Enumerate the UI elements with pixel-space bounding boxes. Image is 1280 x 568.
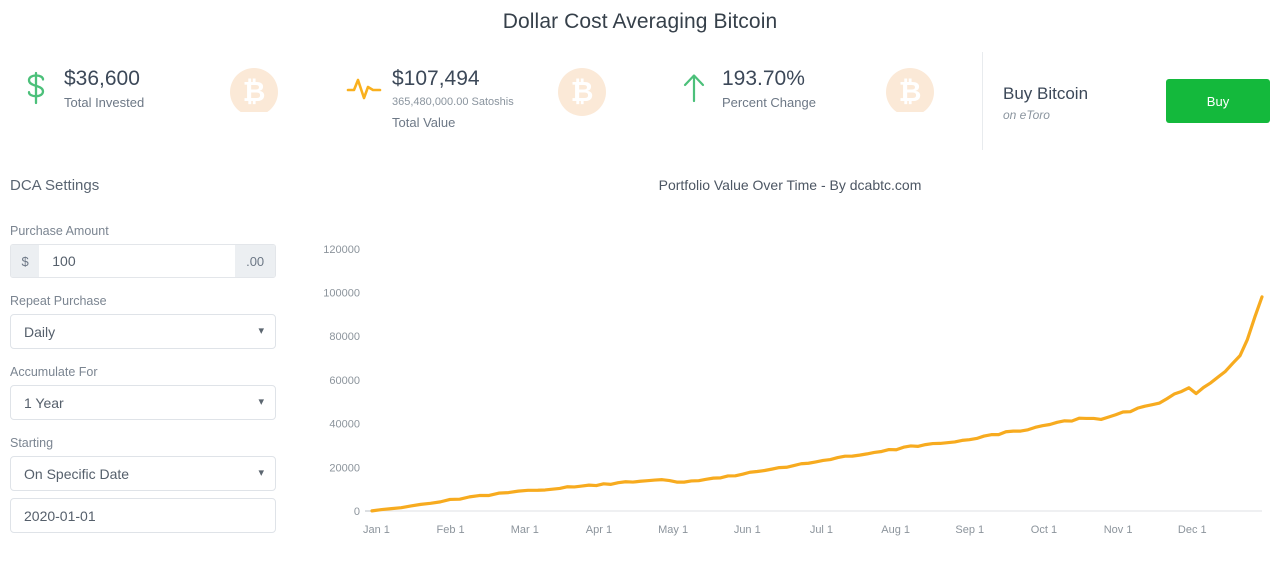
stat-card-total-invested: $36,600 Total Invested ₿ bbox=[0, 52, 330, 112]
starting-select[interactable]: On Specific Date bbox=[10, 456, 276, 491]
x-axis-tick-label: May 1 bbox=[658, 524, 688, 536]
bitcoin-watermark-icon: ₿ bbox=[886, 68, 934, 112]
bitcoin-watermark-icon: ₿ bbox=[558, 68, 606, 116]
stats-strip: $36,600 Total Invested ₿ $107,494 365,48… bbox=[0, 52, 1280, 157]
field-starting: Starting On Specific Date ▾ bbox=[10, 436, 310, 533]
portfolio-line-chart: 0 20000 40000 60000 80000 100000 120000 Jan 1 Fe… bbox=[323, 244, 1264, 536]
x-axis-tick-label: Dec 1 bbox=[1178, 524, 1207, 536]
x-axis-tick-label: Jun 1 bbox=[734, 524, 761, 536]
x-axis-tick-label: Jul 1 bbox=[810, 524, 833, 536]
y-axis-tick-label: 20000 bbox=[329, 462, 360, 474]
dollar-sign-icon bbox=[14, 66, 58, 110]
purchase-amount-group: $ .00 bbox=[10, 244, 276, 278]
stat-value: $36,600 bbox=[64, 67, 140, 90]
repeat-purchase-label: Repeat Purchase bbox=[10, 294, 107, 308]
bitcoin-watermark-icon: ₿ bbox=[230, 68, 278, 112]
repeat-purchase-select[interactable]: Daily bbox=[10, 314, 276, 349]
buy-button[interactable]: Buy bbox=[1166, 79, 1270, 123]
currency-prefix-addon: $ bbox=[11, 245, 40, 277]
y-axis-tick-label: 40000 bbox=[329, 419, 360, 431]
cents-suffix-addon: .00 bbox=[235, 245, 275, 277]
stat-label: Percent Change bbox=[722, 95, 816, 110]
field-accumulate-for: Accumulate For 1 Year ▾ bbox=[10, 365, 310, 420]
y-axis-tick-label: 120000 bbox=[323, 244, 360, 256]
stat-card-total-value: $107,494 365,480,000.00 Satoshis Total V… bbox=[330, 52, 660, 132]
x-axis-tick-label: Apr 1 bbox=[586, 524, 612, 536]
sidebar-title: DCA Settings bbox=[10, 177, 100, 194]
purchase-amount-input[interactable] bbox=[39, 245, 236, 277]
starting-select-wrap: On Specific Date ▾ bbox=[10, 456, 276, 491]
stat-value: $107,494 bbox=[392, 67, 480, 90]
stat-sub-satoshis: 365,480,000.00 Satoshis bbox=[392, 96, 514, 108]
buy-panel-subheading: on eToro bbox=[1003, 107, 1050, 122]
stat-card-percent-change: 193.70% Percent Change ₿ bbox=[660, 52, 982, 112]
starting-label: Starting bbox=[10, 436, 54, 450]
x-axis-tick-label: Feb 1 bbox=[437, 524, 465, 536]
stat-label: Total Invested bbox=[64, 95, 145, 110]
y-axis-tick-label: 80000 bbox=[329, 331, 360, 343]
field-purchase-amount: Purchase Amount $ .00 bbox=[10, 224, 310, 278]
stat-body: 193.70% Percent Change bbox=[722, 64, 816, 112]
stat-body: $36,600 Total Invested bbox=[64, 64, 144, 112]
accumulate-for-select[interactable]: 1 Year bbox=[10, 385, 276, 420]
repeat-purchase-select-wrap: Daily ▾ bbox=[10, 314, 276, 349]
buy-panel-heading: Buy Bitcoin bbox=[1003, 83, 1089, 103]
accumulate-for-label: Accumulate For bbox=[10, 365, 98, 379]
stat-value: 193.70% bbox=[722, 67, 805, 90]
buy-bitcoin-panel: Buy Bitcoin on eToro Buy bbox=[982, 52, 1280, 150]
stat-body: $107,494 365,480,000.00 Satoshis Total V… bbox=[392, 64, 514, 132]
stat-label: Total Value bbox=[392, 115, 456, 130]
y-axis-tick-label: 0 bbox=[354, 506, 360, 518]
activity-pulse-icon bbox=[342, 66, 386, 110]
portfolio-chart-area: Portfolio Value Over Time - By dcabtc.co… bbox=[310, 177, 1280, 549]
x-axis-tick-label: Aug 1 bbox=[881, 524, 910, 536]
y-axis-tick-label: 100000 bbox=[323, 288, 360, 300]
x-axis-tick-label: Sep 1 bbox=[955, 524, 984, 536]
field-repeat-purchase: Repeat Purchase Daily ▾ bbox=[10, 294, 310, 349]
x-axis-tick-label: Jan 1 bbox=[363, 524, 390, 536]
arrow-up-icon bbox=[672, 66, 716, 110]
purchase-amount-label: Purchase Amount bbox=[10, 224, 109, 238]
dca-settings-sidebar: DCA Settings Purchase Amount $ .00 Repea… bbox=[0, 177, 310, 549]
chart-box: 0 20000 40000 60000 80000 100000 120000 Jan 1 Fe… bbox=[310, 215, 1280, 537]
x-axis-tick-label: Nov 1 bbox=[1104, 524, 1133, 536]
buy-panel-text: Buy Bitcoin on eToro bbox=[1003, 81, 1088, 122]
lower-content: DCA Settings Purchase Amount $ .00 Repea… bbox=[0, 177, 1280, 549]
portfolio-value-line bbox=[370, 295, 1264, 513]
chart-title: Portfolio Value Over Time - By dcabtc.co… bbox=[658, 177, 922, 193]
page-title: Dollar Cost Averaging Bitcoin bbox=[502, 10, 778, 33]
accumulate-for-select-wrap: 1 Year ▾ bbox=[10, 385, 276, 420]
x-axis-tick-label: Mar 1 bbox=[511, 524, 539, 536]
x-axis-tick-label: Oct 1 bbox=[1031, 524, 1057, 536]
start-date-input[interactable] bbox=[10, 498, 276, 533]
y-axis-tick-label: 60000 bbox=[329, 375, 360, 387]
